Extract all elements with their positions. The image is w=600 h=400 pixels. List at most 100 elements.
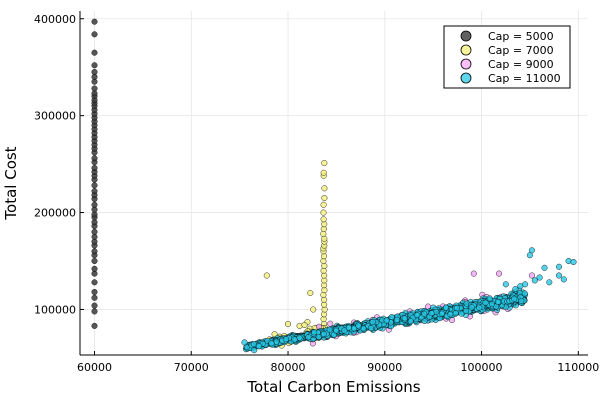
series-point-cap-11000 (522, 281, 529, 288)
legend-label: Cap = 11000 (488, 72, 561, 85)
series-point-cap-5000 (91, 49, 98, 56)
series-point-cap-7000 (284, 320, 292, 328)
series-point-cap-5000 (91, 294, 98, 301)
legend-entry: Cap = 11000 (460, 72, 561, 85)
series-point-cap-7000 (320, 169, 327, 176)
series-point-cap-11000 (528, 247, 535, 254)
series-point-cap-7000 (321, 194, 328, 202)
legend-entry: Cap = 5000 (460, 30, 554, 43)
series-point-cap-7000 (321, 262, 328, 269)
series-point-cap-5000 (91, 31, 98, 38)
series-point-cap-11000 (401, 315, 408, 322)
series-point-cap-11000 (486, 295, 493, 302)
axis-layer: 60000 70000 80000 90000 100000 110000 100000 20… (34, 11, 599, 374)
series-point-cap-7000 (320, 201, 327, 208)
series-point-cap-9000 (528, 272, 535, 279)
y-axis-title: Total Cost (2, 146, 20, 220)
series-point-cap-11000 (311, 329, 318, 336)
series-point-cap-11000 (282, 336, 289, 343)
series-point-cap-11000 (341, 327, 348, 334)
series-point-cap-11000 (320, 330, 327, 338)
series-point-cap-11000 (305, 334, 312, 341)
series-point-cap-11000 (570, 258, 577, 266)
series-point-cap-11000 (388, 314, 395, 321)
series-point-cap-11000 (518, 297, 525, 305)
series-point-cap-7000 (263, 272, 270, 279)
legend-marker (460, 72, 472, 84)
x-tick-label: 100000 (461, 361, 503, 374)
series-point-cap-11000 (476, 304, 483, 311)
series-point-cap-7000 (321, 185, 328, 192)
series-point-cap-11000 (482, 299, 489, 306)
series-point-cap-11000 (521, 290, 528, 297)
legend: Cap = 5000 Cap = 7000 Cap = 9000 Cap = 1… (443, 25, 571, 89)
series-point-cap-11000 (291, 336, 298, 343)
series-point-cap-7000 (301, 321, 308, 329)
series-point-cap-5000 (91, 188, 98, 195)
series-point-cap-11000 (255, 343, 263, 350)
series-point-cap-11000 (369, 318, 376, 325)
series-point-cap-11000 (458, 310, 465, 317)
series-point-cap-5000 (91, 322, 98, 329)
series-point-cap-5000 (91, 85, 98, 92)
series-point-cap-11000 (447, 311, 454, 318)
series-point-cap-5000 (91, 18, 98, 25)
series-point-cap-11000 (468, 304, 475, 311)
series-point-cap-11000 (536, 274, 543, 281)
series-point-cap-11000 (428, 310, 435, 317)
x-axis-title: Total Carbon Emissions (246, 378, 420, 396)
x-tick-label: 110000 (557, 361, 599, 374)
series-point-cap-11000 (546, 279, 553, 286)
series-point-cap-5000 (91, 248, 98, 255)
series-point-cap-5000 (91, 68, 98, 76)
y-tick-label: 400000 (34, 13, 76, 26)
y-tick-label: 300000 (34, 110, 76, 123)
series-point-cap-11000 (453, 305, 460, 312)
series-point-cap-5000 (91, 155, 98, 162)
legend-label: Cap = 5000 (488, 30, 554, 43)
y-tick-label: 200000 (34, 207, 76, 220)
series-point-cap-7000 (310, 306, 317, 313)
x-tick-label: 80000 (271, 361, 306, 374)
x-tick-label: 90000 (367, 361, 402, 374)
y-tick-label: 100000 (34, 303, 76, 316)
series-point-cap-11000 (555, 263, 563, 270)
legend-marker (460, 44, 472, 56)
series-point-cap-5000 (91, 182, 98, 189)
series-point-cap-11000 (462, 307, 470, 314)
series-point-cap-5000 (91, 288, 98, 296)
x-tick-label: 70000 (174, 361, 209, 374)
series-point-cap-5000 (91, 308, 98, 315)
series-point-cap-11000 (251, 347, 258, 354)
series-point-cap-11000 (452, 310, 459, 317)
series-point-cap-5000 (91, 265, 98, 272)
series-point-cap-7000 (307, 289, 314, 297)
series-point-cap-11000 (531, 277, 538, 284)
legend-entry: Cap = 9000 (460, 58, 554, 71)
series-point-cap-7000 (321, 160, 328, 167)
series-point-cap-11000 (268, 340, 275, 347)
series-point-cap-11000 (502, 281, 509, 288)
series-point-cap-11000 (488, 300, 495, 308)
series-point-cap-11000 (438, 310, 445, 317)
series-point-cap-11000 (345, 324, 352, 331)
legend-entry: Cap = 7000 (460, 44, 554, 57)
legend-label: Cap = 7000 (488, 44, 554, 57)
series-point-cap-11000 (367, 325, 375, 332)
series-point-cap-11000 (565, 257, 572, 265)
series-point-cap-9000 (327, 320, 334, 327)
series-point-cap-5000 (91, 201, 98, 208)
series-point-cap-11000 (541, 264, 548, 271)
series-point-cap-9000 (470, 270, 477, 277)
series-point-cap-5000 (91, 302, 98, 309)
series-point-cap-11000 (355, 322, 362, 329)
series-point-cap-11000 (383, 317, 390, 324)
series-point-cap-9000 (495, 270, 503, 277)
series-point-cap-11000 (511, 295, 518, 302)
series-point-cap-11000 (555, 272, 563, 279)
series-point-cap-11000 (333, 327, 340, 334)
series-point-cap-11000 (407, 318, 414, 325)
legend-marker (460, 30, 472, 42)
series-point-cap-11000 (394, 316, 401, 323)
